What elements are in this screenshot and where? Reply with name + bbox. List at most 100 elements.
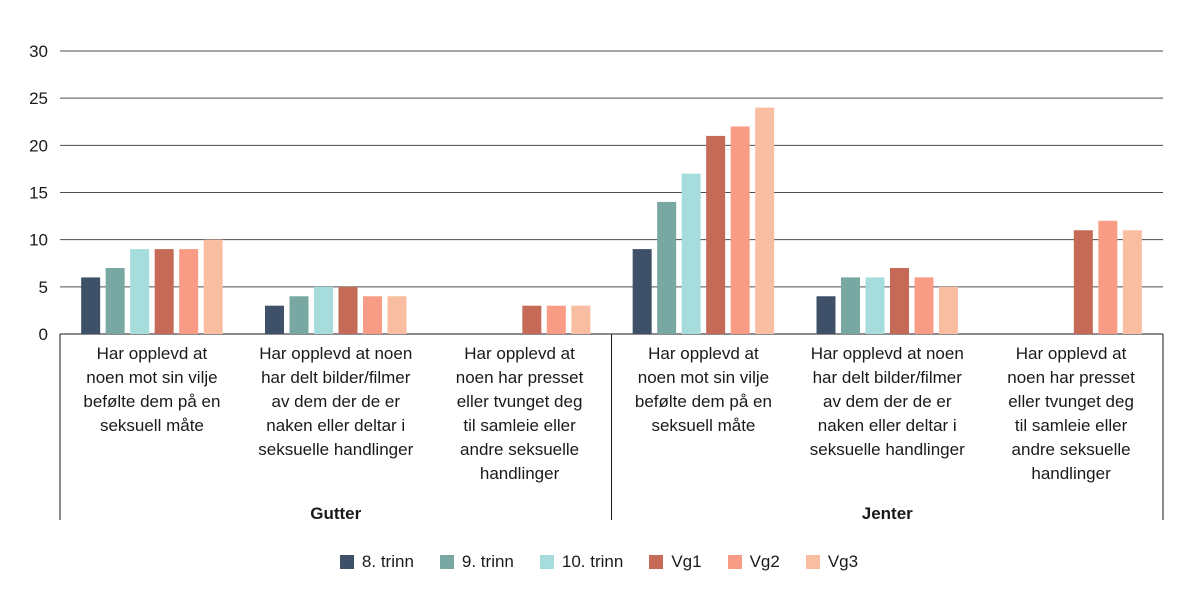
category-label: Har opplevd at noen mot sin vilje befølte … — [60, 342, 244, 438]
bar — [105, 267, 125, 334]
category-label-line: til samleie eller — [463, 416, 576, 435]
category-label-line: av dem der de er — [822, 392, 952, 411]
bar — [314, 286, 333, 334]
bar — [81, 277, 101, 334]
legend-label: Vg1 — [671, 552, 702, 571]
legend-swatch — [439, 555, 454, 569]
bar — [338, 286, 358, 334]
category-label-line: naken eller deltar i — [266, 416, 406, 435]
bar — [681, 173, 701, 334]
legend-label: 10. trinn — [561, 552, 624, 571]
bar — [755, 107, 775, 334]
category-label-line: noen mot sin vilje — [637, 368, 770, 387]
bar — [571, 305, 591, 334]
category-label-line: Har opplevd at — [464, 344, 575, 363]
bar — [632, 249, 652, 334]
legend-item: 8. trinn — [339, 552, 414, 572]
bar — [154, 249, 174, 334]
legend-label: 8. trinn — [361, 552, 414, 571]
category-label-line: til samleie eller — [1014, 416, 1128, 435]
bar — [203, 239, 223, 334]
legend-label: Vg2 — [749, 552, 780, 571]
category-label-line: seksuelle handlinger — [809, 440, 965, 459]
category-label-line: Har opplevd at — [1015, 344, 1127, 363]
legend-swatch — [805, 555, 820, 569]
legend-swatch — [539, 555, 554, 569]
category-label-line: eller tvunget deg — [1008, 392, 1134, 411]
bar — [1073, 230, 1093, 334]
legend-label: Vg3 — [827, 552, 859, 571]
category-label: Har opplevd at noen har presset eller tvun… — [428, 342, 612, 486]
category-label-line: Har opplevd at noen — [810, 344, 964, 363]
category-label-line: naken eller deltar i — [817, 416, 957, 435]
y-tick-label: 20 — [29, 136, 48, 155]
category-label: Har opplevd at noen har delt bilder/filme… — [795, 342, 979, 462]
bar — [289, 296, 309, 334]
category-label-line: har delt bilder/filmer — [812, 368, 962, 387]
category-label-line: andre seksuelle — [460, 440, 580, 459]
gridlines — [60, 50, 1163, 335]
category-label-line: befølte dem på en — [83, 392, 221, 411]
y-axis-ticks: 0 5 10 15 20 25 30 — [29, 42, 48, 344]
legend-item: Vg1 — [649, 552, 702, 572]
legend-swatch — [727, 555, 742, 569]
bar — [363, 296, 382, 334]
category-label-line: noen har presset — [1007, 368, 1135, 387]
bar — [130, 249, 150, 334]
bar — [546, 305, 566, 334]
bars — [81, 107, 1142, 334]
bar — [265, 305, 284, 334]
category-label-line: seksuelle handlinger — [258, 440, 414, 459]
category-label: Har opplevd at noen har delt bilder/filme… — [244, 342, 428, 462]
category-label-line: seksuell måte — [99, 416, 204, 435]
bar — [706, 135, 726, 334]
category-label-line: handlinger — [479, 464, 560, 483]
category-label-line: har delt bilder/filmer — [261, 368, 411, 387]
category-label-line: Har opplevd at — [96, 344, 208, 363]
legend: 8. trinn 9. trinn 10. trinn Vg1 Vg2 Vg3 — [0, 552, 1198, 572]
bar — [179, 249, 199, 334]
category-label-line: Har opplevd at — [648, 344, 759, 363]
y-tick-label: 5 — [39, 278, 48, 297]
bar — [1098, 220, 1118, 334]
bar — [816, 296, 836, 334]
y-tick-label: 15 — [29, 184, 48, 203]
legend-swatch — [649, 555, 664, 569]
category-label-line: noen mot sin vilje — [86, 368, 218, 387]
bar — [939, 286, 958, 334]
bar — [1122, 230, 1142, 334]
category-label-line: seksuell måte — [651, 416, 756, 435]
y-tick-label: 25 — [29, 89, 48, 108]
bar — [890, 267, 909, 334]
legend-label: 9. trinn — [461, 552, 514, 571]
category-label-line: befølte dem på en — [634, 392, 772, 411]
y-tick-label: 30 — [29, 42, 48, 61]
category-label-line: Har opplevd at noen — [259, 344, 413, 363]
category-label-line: handlinger — [1031, 464, 1111, 483]
bar — [387, 296, 407, 334]
y-tick-label: 10 — [29, 231, 48, 250]
legend-swatch — [339, 555, 354, 569]
category-label-line: noen har presset — [455, 368, 584, 387]
category-label: Har opplevd at noen har presset eller tvun… — [979, 342, 1163, 486]
category-label-line: andre seksuelle — [1011, 440, 1131, 459]
category-axis — [59, 334, 1164, 520]
group-labels: Gutter Jenter — [310, 504, 913, 523]
legend-item: 10. trinn — [539, 552, 624, 572]
bar — [730, 126, 750, 334]
y-tick-label: 0 — [39, 325, 48, 344]
category-label: Har opplevd at noen mot sin vilje befølte … — [612, 342, 796, 438]
legend-item: Vg2 — [727, 552, 780, 572]
bar — [522, 305, 542, 334]
group-label: Gutter — [310, 504, 361, 523]
legend-item: 9. trinn — [439, 552, 514, 572]
bar — [914, 277, 934, 334]
group-label: Jenter — [862, 504, 913, 523]
bar — [865, 277, 885, 334]
category-label-line: eller tvunget deg — [456, 392, 583, 411]
bar — [657, 201, 677, 334]
category-label-line: av dem der de er — [271, 392, 400, 411]
legend-item: Vg3 — [805, 552, 859, 572]
bar — [841, 277, 860, 334]
